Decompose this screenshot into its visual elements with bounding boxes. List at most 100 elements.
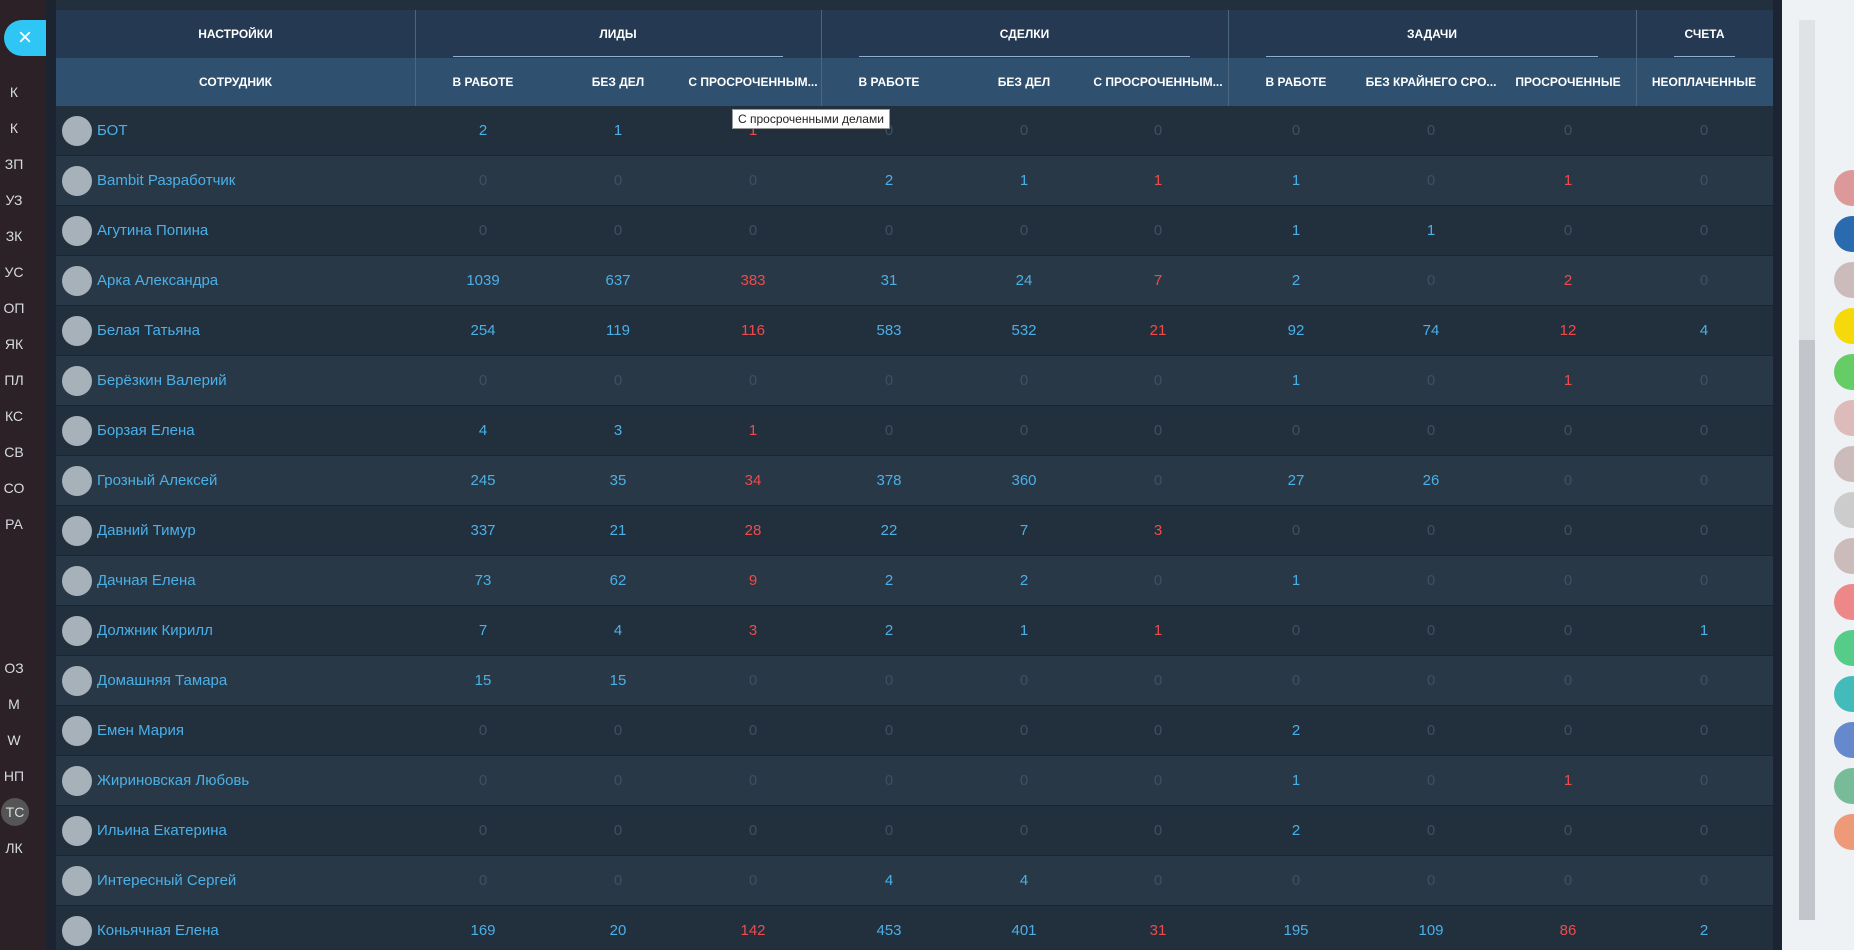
value-cell[interactable]: 360 xyxy=(1011,472,1037,489)
value-cell[interactable]: 0 xyxy=(1563,472,1573,489)
value-cell[interactable]: 119 xyxy=(606,322,630,339)
value-cell[interactable]: 0 xyxy=(1699,522,1709,539)
value-cell[interactable]: 7 xyxy=(1153,272,1163,289)
employee-name[interactable]: Арка Александра xyxy=(97,272,219,289)
value-cell[interactable]: 4 xyxy=(613,622,623,639)
value-cell[interactable]: 195 xyxy=(1283,922,1309,939)
value-cell[interactable]: 1 xyxy=(748,122,758,139)
value-cell[interactable]: 1 xyxy=(1291,222,1301,239)
value-cell[interactable]: 0 xyxy=(1426,872,1436,889)
value-cell[interactable]: 0 xyxy=(613,372,623,389)
avatar[interactable] xyxy=(62,466,92,496)
value-cell[interactable]: 245 xyxy=(470,472,496,489)
value-cell[interactable]: 0 xyxy=(884,822,894,839)
sidebar-item[interactable]: ЛК xyxy=(5,840,23,856)
value-cell[interactable]: 4 xyxy=(1699,322,1709,339)
value-cell[interactable]: 0 xyxy=(1699,122,1709,139)
contact-avatar[interactable] xyxy=(1834,400,1854,436)
avatar[interactable] xyxy=(62,116,92,146)
value-cell[interactable]: 0 xyxy=(1699,472,1709,489)
value-cell[interactable]: 583 xyxy=(876,322,902,339)
value-cell[interactable]: 0 xyxy=(1699,172,1709,189)
column-header[interactable]: БЕЗ ДЕЛ xyxy=(591,75,645,89)
sidebar-item[interactable]: ПЛ xyxy=(4,372,24,388)
value-cell[interactable]: 4 xyxy=(478,422,488,439)
value-cell[interactable]: 0 xyxy=(1426,722,1436,739)
contact-avatar[interactable] xyxy=(1834,262,1854,298)
employee-name[interactable]: Агутина Попина xyxy=(97,222,209,239)
sidebar-item[interactable]: КС xyxy=(4,408,24,424)
employee-name[interactable]: Давний Тимур xyxy=(97,522,196,539)
value-cell[interactable]: 0 xyxy=(1019,122,1029,139)
contact-avatar[interactable] xyxy=(1834,216,1854,252)
contact-avatar[interactable] xyxy=(1834,170,1854,206)
value-cell[interactable]: 0 xyxy=(884,222,894,239)
value-cell[interactable]: 0 xyxy=(613,822,623,839)
column-header[interactable]: С ПРОСРОЧЕННЫМ... xyxy=(1093,75,1223,89)
value-cell[interactable]: 0 xyxy=(1426,572,1436,589)
contact-avatar[interactable] xyxy=(1834,446,1854,482)
employee-name[interactable]: Емен Мария xyxy=(97,722,184,739)
value-cell[interactable]: 383 xyxy=(740,272,766,289)
value-cell[interactable]: 0 xyxy=(1019,422,1029,439)
value-cell[interactable]: 1 xyxy=(1699,622,1709,639)
employee-name[interactable]: Должник Кирилл xyxy=(97,622,213,639)
value-cell[interactable]: 0 xyxy=(884,122,894,139)
value-cell[interactable]: 1 xyxy=(1563,772,1573,789)
contact-avatar[interactable] xyxy=(1834,722,1854,758)
value-cell[interactable]: 3 xyxy=(1153,522,1163,539)
value-cell[interactable]: 2 xyxy=(1291,822,1301,839)
value-cell[interactable]: 86 xyxy=(1559,922,1577,939)
value-cell[interactable]: 1 xyxy=(1563,172,1573,189)
employee-name[interactable]: БОТ xyxy=(97,122,128,139)
value-cell[interactable]: 0 xyxy=(1291,872,1301,889)
value-cell[interactable]: 0 xyxy=(1563,222,1573,239)
value-cell[interactable]: 378 xyxy=(876,472,902,489)
sidebar-item[interactable]: М xyxy=(8,696,20,712)
value-cell[interactable]: 1 xyxy=(1291,772,1301,789)
value-cell[interactable]: 15 xyxy=(474,672,492,689)
value-cell[interactable]: 2 xyxy=(884,172,894,189)
avatar[interactable] xyxy=(62,566,92,596)
value-cell[interactable]: 0 xyxy=(1019,722,1029,739)
value-cell[interactable]: 2 xyxy=(1019,572,1029,589)
value-cell[interactable]: 0 xyxy=(478,772,488,789)
contact-avatar[interactable] xyxy=(1834,630,1854,666)
value-cell[interactable]: 116 xyxy=(741,322,765,339)
sidebar-item[interactable]: УС xyxy=(4,264,24,280)
employee-name[interactable]: Борзая Елена xyxy=(97,422,195,439)
value-cell[interactable]: 0 xyxy=(1563,522,1573,539)
value-cell[interactable]: 109 xyxy=(1418,922,1444,939)
employee-name[interactable]: Жириновская Любовь xyxy=(97,772,250,789)
value-cell[interactable]: 0 xyxy=(1019,772,1029,789)
value-cell[interactable]: 0 xyxy=(1699,872,1709,889)
value-cell[interactable]: 1 xyxy=(1019,172,1029,189)
avatar[interactable] xyxy=(62,416,92,446)
value-cell[interactable]: 31 xyxy=(880,272,898,289)
contact-avatar[interactable] xyxy=(1834,308,1854,344)
value-cell[interactable]: 0 xyxy=(1153,572,1163,589)
employee-name[interactable]: Bambit Разработчик xyxy=(97,172,236,189)
value-cell[interactable]: 35 xyxy=(609,472,627,489)
value-cell[interactable]: 0 xyxy=(613,872,623,889)
sidebar-item[interactable]: СО xyxy=(3,480,25,496)
value-cell[interactable]: 0 xyxy=(1699,572,1709,589)
value-cell[interactable]: 2 xyxy=(1563,272,1573,289)
scrollbar-thumb[interactable] xyxy=(1799,340,1815,920)
value-cell[interactable]: 0 xyxy=(1563,422,1573,439)
value-cell[interactable]: 0 xyxy=(884,672,894,689)
sidebar-item[interactable]: К xyxy=(9,120,19,136)
value-cell[interactable]: 169 xyxy=(470,922,496,939)
value-cell[interactable]: 532 xyxy=(1011,322,1037,339)
value-cell[interactable]: 0 xyxy=(748,672,758,689)
value-cell[interactable]: 7 xyxy=(478,622,488,639)
value-cell[interactable]: 0 xyxy=(884,772,894,789)
value-cell[interactable]: 0 xyxy=(1563,622,1573,639)
sidebar-item[interactable]: СВ xyxy=(4,444,24,460)
avatar[interactable] xyxy=(62,816,92,846)
value-cell[interactable]: 0 xyxy=(884,422,894,439)
avatar[interactable] xyxy=(62,616,92,646)
sidebar-item[interactable]: УЗ xyxy=(5,192,23,208)
value-cell[interactable]: 0 xyxy=(748,772,758,789)
contact-avatar[interactable] xyxy=(1834,768,1854,804)
